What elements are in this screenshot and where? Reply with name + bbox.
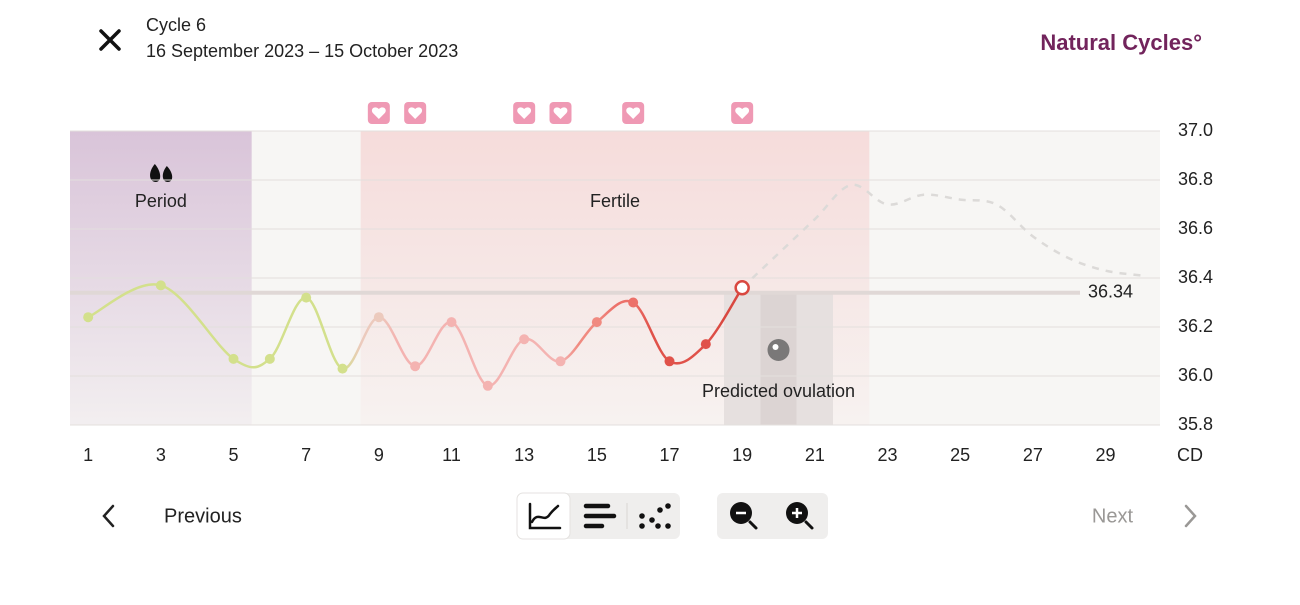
zoom-out-button[interactable] <box>730 502 758 530</box>
x-tick-label: 7 <box>301 445 311 465</box>
next-button[interactable]: Next <box>1092 504 1197 528</box>
x-tick-label: 21 <box>805 445 825 465</box>
x-tick-label: 15 <box>587 445 607 465</box>
zoom-in-button[interactable] <box>786 502 814 530</box>
dot-icon <box>639 503 671 529</box>
close-button[interactable] <box>99 29 121 51</box>
ovulation-icon-shine <box>772 344 779 350</box>
temperature-point <box>700 339 711 350</box>
temperature-point <box>482 380 493 391</box>
x-tick-label: 1 <box>83 445 93 465</box>
temperature-point <box>228 353 239 364</box>
band-label: Period <box>135 191 187 211</box>
x-tick-label: 25 <box>950 445 970 465</box>
curve-view-button[interactable] <box>516 492 571 540</box>
temperature-point <box>591 317 602 328</box>
x-tick-label: 29 <box>1095 445 1115 465</box>
intercourse-marker <box>731 102 754 124</box>
temperature-point <box>734 280 750 296</box>
ovulation-icon <box>767 339 790 361</box>
previous-label: Previous <box>164 505 242 527</box>
band-label: Predicted ovulation <box>702 381 855 401</box>
brand-logo: Natural Cycles° <box>1040 30 1202 55</box>
temperature-point <box>410 361 421 372</box>
temperature-point <box>373 312 384 323</box>
next-label: Next <box>1092 505 1134 527</box>
x-tick-label: 5 <box>228 445 238 465</box>
heart-icon <box>626 107 641 119</box>
temperature-point <box>301 292 312 303</box>
previous-button[interactable]: Previous <box>102 504 242 528</box>
chevron-left <box>102 504 115 528</box>
x-tick-label: 23 <box>877 445 897 465</box>
temperature-point <box>664 356 675 367</box>
period-icon <box>150 164 173 182</box>
y-tick-label: 36.0 <box>1178 365 1213 385</box>
temperature-point <box>337 363 348 374</box>
intercourse-marker <box>513 102 536 124</box>
temperature-point <box>628 297 639 308</box>
temperature-point <box>555 356 566 367</box>
close-icon <box>99 29 121 51</box>
x-tick-label: 19 <box>732 445 752 465</box>
intercourse-marker <box>367 102 390 124</box>
x-tick-label: 27 <box>1023 445 1043 465</box>
y-tick-label: 36.6 <box>1178 218 1213 238</box>
x-tick-label: 13 <box>514 445 534 465</box>
heart-icon <box>553 107 568 119</box>
bar-view-button[interactable] <box>583 503 617 529</box>
x-tick-label: 11 <box>442 445 461 465</box>
x-tick-label: 3 <box>156 445 166 465</box>
x-axis-label: CD <box>1177 445 1203 465</box>
cycle-title: Cycle 6 <box>146 15 206 35</box>
curve-view-bg <box>516 492 571 540</box>
temperature-point <box>446 317 457 328</box>
curve-icon <box>528 502 562 530</box>
intercourse-marker <box>622 102 645 124</box>
heart-icon <box>371 107 386 119</box>
temperature-point <box>155 280 166 291</box>
y-tick-label: 36.4 <box>1178 267 1213 287</box>
zoom-out-handle <box>748 520 758 530</box>
zoom-in-glyph <box>792 508 802 518</box>
intercourse-marker <box>549 102 572 124</box>
chart: Period Fertile Predicted ovulation 35.8 36.0… <box>70 102 1213 465</box>
heart-icon <box>517 107 532 119</box>
temperature-point <box>83 312 94 323</box>
cycle-dates: 16 September 2023 – 15 October 2023 <box>146 41 458 61</box>
heart-icon <box>735 107 750 119</box>
temperature-point <box>519 334 530 345</box>
band-label: Fertile <box>590 191 640 211</box>
chevron-right <box>1184 504 1197 528</box>
zoom-in-handle <box>804 520 814 530</box>
y-tick-label: 36.2 <box>1178 316 1213 336</box>
predicted-line <box>741 183 1142 289</box>
y-tick-label: 35.8 <box>1178 414 1213 434</box>
cover-line-label: 36.34 <box>1088 281 1133 301</box>
y-tick-label: 36.8 <box>1178 169 1213 189</box>
temperature-line <box>87 283 744 388</box>
heart-icon <box>408 107 423 119</box>
y-tick-label: 37.0 <box>1178 120 1213 140</box>
x-tick-label: 9 <box>374 445 384 465</box>
x-tick-label: 17 <box>659 445 679 465</box>
dot-view-button[interactable] <box>639 503 671 529</box>
intercourse-marker <box>404 102 427 124</box>
bar-icon <box>583 503 617 529</box>
temperature-point <box>264 353 275 364</box>
